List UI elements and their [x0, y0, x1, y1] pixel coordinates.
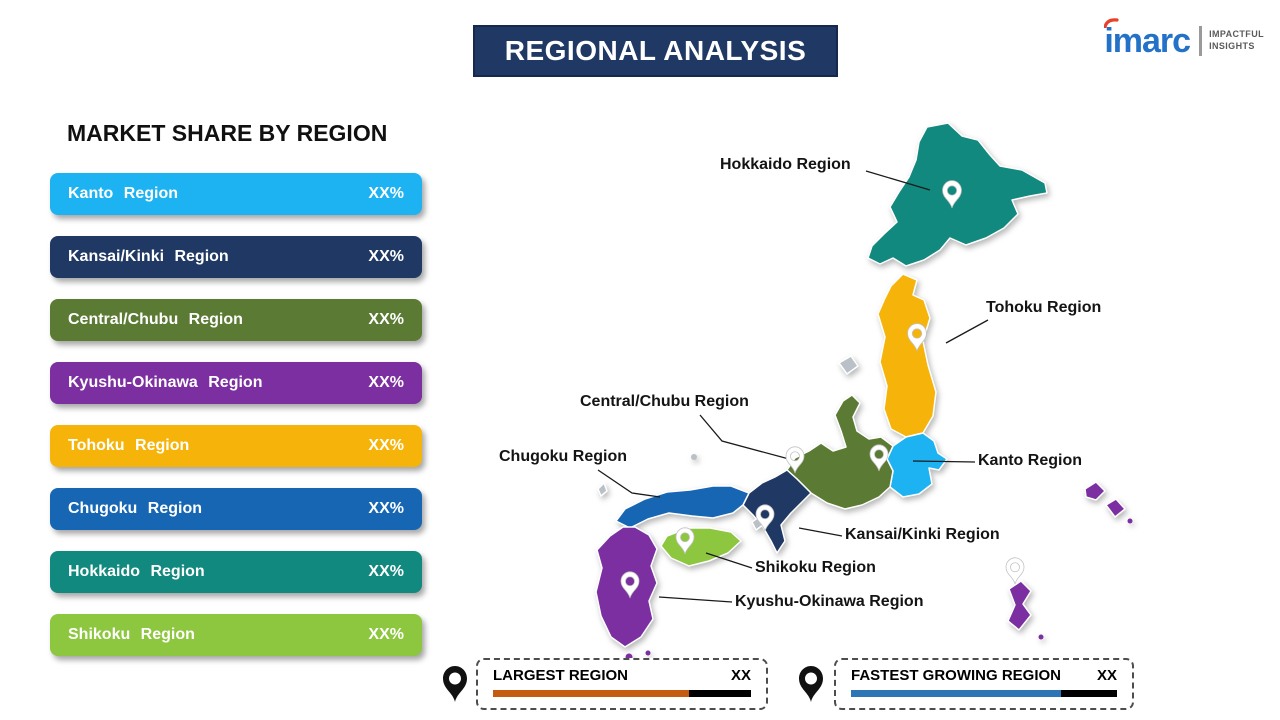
imarc-logo: imarc IMPACTFUL INSIGHTS — [1104, 18, 1264, 60]
leader-kanto — [912, 460, 976, 463]
fastest-region-bar — [851, 690, 1117, 697]
logo-accent-icon — [1104, 18, 1119, 28]
map-region-okinawa-main — [1007, 580, 1032, 631]
logo-divider — [1199, 26, 1203, 56]
leader-kansai — [798, 527, 843, 537]
map-pin-kanto-icon — [869, 444, 889, 472]
region-label: Kyushu-Okinawa Region — [68, 374, 263, 391]
fastest-bar-colored-segment — [851, 690, 1062, 697]
share-bar-kanto: Kanto Region XX% — [50, 173, 422, 215]
leader-hokkaido — [865, 170, 931, 191]
largest-region-value: XX — [730, 667, 751, 684]
map-pin-okinawa-icon — [1005, 557, 1025, 585]
region-value: XX% — [368, 374, 404, 391]
map-region-hokkaido — [867, 122, 1048, 267]
map-label-chubu: Central/Chubu Region — [580, 393, 749, 410]
logo-tagline-line2: INSIGHTS — [1209, 41, 1255, 51]
map-islet — [1038, 634, 1044, 640]
fastest-bar-black-segment — [1061, 690, 1117, 697]
fastest-region-box: FASTEST GROWING REGION XX — [834, 658, 1134, 710]
region-label: Chugoku Region — [68, 500, 202, 517]
page-title: REGIONAL ANALYSIS — [504, 35, 807, 66]
map-pin-shikoku-icon — [675, 527, 695, 555]
map-label-chugoku: Chugoku Region — [499, 448, 627, 465]
map-region-kyushu — [595, 526, 658, 648]
map-pin-kyushu-icon — [620, 571, 640, 599]
map-region-tohoku — [877, 273, 937, 438]
largest-region-bar — [493, 690, 751, 697]
map-islet — [1127, 518, 1133, 524]
leader-tohoku — [945, 319, 989, 344]
region-label: Tohoku Region — [68, 437, 190, 454]
map-island-awaji — [751, 516, 764, 531]
region-label: Kanto Region — [68, 185, 178, 202]
leader-chugoku — [597, 469, 661, 498]
share-bar-shikoku: Shikoku Region XX% — [50, 614, 422, 656]
share-bar-tohoku: Tohoku Region XX% — [50, 425, 422, 467]
region-value: XX% — [368, 248, 404, 265]
map-region-chugoku — [615, 485, 750, 529]
share-bar-chugoku: Chugoku Region XX% — [50, 488, 422, 530]
map-island-oki — [691, 454, 697, 460]
logo-tagline: IMPACTFUL INSIGHTS — [1209, 29, 1264, 52]
leader-chubu — [699, 414, 790, 460]
region-value: XX% — [368, 185, 404, 202]
share-bar-chubu: Central/Chubu Region XX% — [50, 299, 422, 341]
largest-bar-black-segment — [689, 690, 751, 697]
fastest-region-label: FASTEST GROWING REGION — [851, 667, 1062, 684]
region-value: XX% — [368, 563, 404, 580]
region-label: Kansai/Kinki Region — [68, 248, 229, 265]
map-label-kansai: Kansai/Kinki Region — [845, 526, 1000, 543]
page-title-box: REGIONAL ANALYSIS — [473, 25, 838, 77]
region-label: Shikoku Region — [68, 626, 195, 643]
market-share-heading: MARKET SHARE BY REGION — [67, 120, 388, 146]
largest-bar-colored-segment — [493, 690, 690, 697]
share-bar-kansai: Kansai/Kinki Region XX% — [50, 236, 422, 278]
leader-kyushu — [658, 596, 733, 603]
region-label: Central/Chubu Region — [68, 311, 243, 328]
map-islet — [645, 650, 651, 656]
region-value: XX% — [368, 437, 404, 454]
map-label-kyushu: Kyushu-Okinawa Region — [735, 593, 924, 610]
map-label-kanto: Kanto Region — [978, 452, 1082, 469]
map-region-chubu — [786, 394, 894, 510]
map-label-shikoku: Shikoku Region — [755, 559, 876, 576]
map-region-kanto — [886, 432, 948, 498]
region-value: XX% — [368, 311, 404, 328]
map-label-hokkaido: Hokkaido Region — [720, 156, 851, 173]
map-region-shikoku — [660, 527, 742, 567]
logo-brand-text: imarc — [1104, 22, 1191, 60]
region-label: Hokkaido Region — [68, 563, 205, 580]
region-value: XX% — [368, 626, 404, 643]
largest-region-box: LARGEST REGION XX — [476, 658, 768, 710]
map-label-tohoku: Tohoku Region — [986, 299, 1102, 316]
map-island-sado — [838, 355, 859, 375]
map-pin-tohoku-icon — [907, 323, 927, 352]
map-region-kansai — [742, 469, 812, 554]
leader-shikoku — [705, 552, 753, 569]
map-region-okinawa-north — [1084, 481, 1106, 501]
largest-region-pin-icon — [443, 666, 467, 702]
fastest-region-value: XX — [1096, 667, 1117, 684]
map-pin-chubu-icon — [785, 446, 805, 474]
region-value: XX% — [368, 500, 404, 517]
share-bar-hokkaido: Hokkaido Region XX% — [50, 551, 422, 593]
map-pin-hokkaido-icon — [942, 180, 962, 209]
share-bar-kyushu: Kyushu-Okinawa Region XX% — [50, 362, 422, 404]
map-pin-kansai-icon — [755, 504, 775, 532]
map-region-okinawa-mid — [1105, 498, 1126, 518]
market-share-list: Kanto Region XX% Kansai/Kinki Region XX%… — [50, 173, 422, 677]
logo-tagline-line1: IMPACTFUL — [1209, 29, 1264, 40]
fastest-region-pin-icon — [799, 666, 823, 702]
largest-region-label: LARGEST REGION — [493, 667, 629, 684]
map-island-tsushima — [597, 482, 608, 497]
